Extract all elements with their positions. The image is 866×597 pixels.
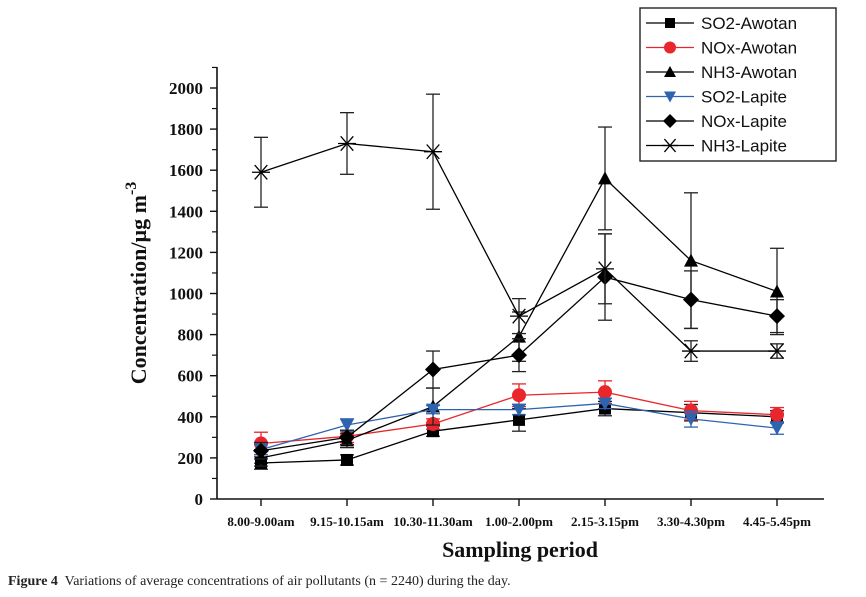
x-tick-label: 2.15-3.15pm [571,514,639,529]
data-point-asterisk [662,138,678,153]
x-tick-label: 8.00-9.00am [227,514,294,529]
legend-item: SO2-Awotan [646,14,797,33]
data-point-triangle-up [598,171,612,185]
data-point-triangle-down [684,412,698,426]
svg-text:Concentration/µg m-3: Concentration/µg m-3 [123,182,151,385]
legend-item: NOx-Awotan [646,39,797,58]
data-point-asterisk [682,343,700,359]
legend: SO2-Awotan NOx-Awotan NH3-Awotan SO2-Lapite… [639,7,837,162]
y-axis-title-text: Concentration/µg m [126,195,151,384]
y-tick-label: 2000 [169,79,203,98]
figure-caption-text: Variations of average concentrations of … [64,574,511,589]
y-tick-label: 0 [195,490,204,509]
data-point-triangle-down [340,419,354,433]
data-point-square [341,453,353,466]
data-point-triangle-up [684,253,698,267]
legend-box [639,7,837,162]
axes [216,67,824,500]
y-tick-label: 1800 [169,120,203,139]
data-point-triangle-down [512,403,526,417]
legend-label: SO2-Lapite [701,88,787,107]
x-tick-label: 9.15-10.15am [310,514,384,529]
data-point-diamond [511,347,527,364]
legend-label: NH3-Awotan [701,63,797,82]
x-tick-label: 4.45-5.45pm [743,514,811,529]
y-tick-label: 200 [178,449,204,468]
legend-item: NOx-Lapite [646,112,787,131]
x-ticks: 8.00-9.00am 9.15-10.15am 10.30-11.30am 1.00… [227,499,811,529]
data-point-asterisk [338,135,356,152]
legend-label: NOx-Awotan [701,39,797,58]
y-tick-label: 1000 [169,285,203,304]
x-axis-title: Sampling period [442,537,598,562]
data-point-diamond [425,361,441,378]
legend-label: SO2-Awotan [701,14,797,33]
x-tick-label: 1.00-2.00pm [485,514,553,529]
data-point-triangle-down [598,397,612,411]
data-point-diamond [253,442,269,459]
data-point-diamond [663,114,677,128]
data-point-triangle-down [770,422,784,436]
y-tick-label: 1600 [169,161,203,180]
legend-item: NH3-Awotan [646,63,797,82]
data-point-asterisk [252,164,270,180]
markers [252,135,786,359]
y-ticks: 0 200 400 600 800 1000 1200 1400 1600 1800 2000 [169,66,217,509]
legend-label: NOx-Lapite [701,112,787,131]
data-point-asterisk [596,261,614,277]
data-point-diamond [683,291,699,308]
legend-item: SO2-Lapite [646,88,787,107]
data-point-diamond [769,308,785,325]
x-tick-label: 3.30-4.30pm [657,514,725,529]
figure-label: Figure 4 [8,574,58,589]
data-point-circle [598,385,612,400]
data-point-diamond [339,429,355,446]
y-axis-title-superscript: -3 [123,182,140,195]
y-tick-label: 1400 [169,202,203,221]
data-point-triangle-up [512,329,526,343]
legend-label: NH3-Lapite [701,137,787,156]
data-point-triangle-up [664,66,676,77]
y-tick-label: 800 [178,326,204,345]
series-nh3-lapite [252,93,786,362]
data-point-circle [664,41,676,54]
y-tick-label: 600 [178,367,204,386]
data-point-triangle-down [426,403,440,417]
y-axis-title: Concentration/µg m-3 [123,182,151,385]
data-point-circle [770,407,784,422]
data-point-asterisk [768,343,786,359]
data-point-triangle-down [664,91,676,103]
y-tick-label: 1200 [169,243,203,262]
legend-item: NH3-Lapite [646,137,787,156]
y-tick-label: 400 [178,408,204,427]
x-tick-label: 10.30-11.30am [393,514,473,529]
figure-caption: Figure 4 Variations of average concentra… [8,574,511,590]
series-so2-lapite [254,397,784,457]
series-layer [252,93,786,470]
data-point-circle [512,388,526,403]
data-point-square [513,413,525,426]
data-point-square [665,18,675,28]
data-point-triangle-up [770,284,784,298]
data-point-asterisk [510,308,528,324]
data-point-asterisk [424,144,442,160]
